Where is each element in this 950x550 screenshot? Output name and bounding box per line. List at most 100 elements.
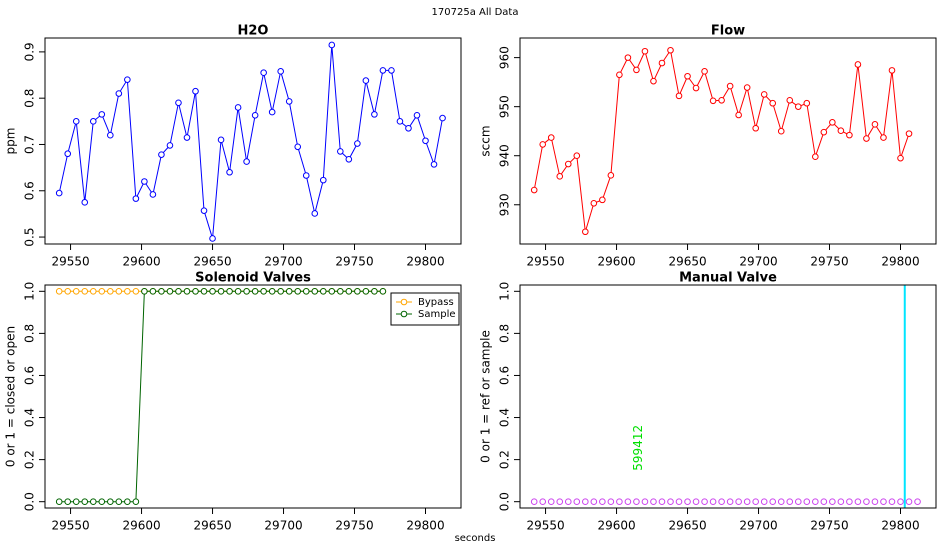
data-point [829,119,836,126]
plot-frame [44,37,462,245]
data-point [812,153,819,160]
data-point [905,130,913,137]
data-point [760,498,768,505]
data-point [863,135,870,142]
data-point [98,498,106,505]
x-tick-label: 29550 [51,519,89,533]
x-tick-label: 29650 [193,519,231,533]
x-tick-label: 29600 [597,519,635,533]
data-point [362,288,370,295]
data-point [650,77,657,85]
data-point [633,498,640,505]
data-point [786,96,794,104]
data-point [302,172,310,179]
x-tick-label: 29650 [668,519,706,533]
data-point [115,90,123,97]
data-point [89,118,97,125]
data-point [64,288,72,295]
x-tick-label: 29550 [526,255,564,269]
x-tick-label: 29800 [406,519,444,533]
data-point [607,498,615,505]
plot-area [530,285,921,508]
y-tick-label: 0.6 [498,366,512,385]
data-point [692,498,700,505]
data-point [547,134,555,141]
y-tick-label: 1.0 [498,282,512,301]
plot-area [55,288,387,505]
plot-area [55,41,446,242]
data-point [675,92,683,100]
x-tick-label: 29700 [739,255,777,269]
x-tick-label: 29700 [264,519,302,533]
data-point [124,288,131,295]
data-point [217,136,225,144]
data-point [294,143,302,151]
data-point [319,288,327,295]
data-point [624,498,632,505]
data-point [667,498,674,505]
data-point [530,498,538,505]
data-point [337,148,344,155]
data-point [854,498,862,505]
data-point [209,235,216,242]
data-point [880,134,887,141]
data-point [897,498,904,505]
data-point [914,498,921,505]
data-point [590,199,598,207]
page-title: 170725a All Data [432,7,519,18]
plot-frame [44,284,462,509]
data-point [294,288,302,295]
data-point [777,127,785,135]
y-axis-label: 0 or 1 = ref or sample [479,330,493,463]
data-point [803,498,811,505]
data-point [829,498,836,505]
data-point [556,498,564,505]
data-point [337,288,344,295]
data-point [345,155,353,163]
data-point [735,111,742,119]
data-point [430,161,438,168]
data-point [124,76,131,83]
data-point [115,288,123,295]
x-tick-label: 29800 [406,255,444,269]
x-tick-label: 29750 [335,519,373,533]
data-point [354,288,361,295]
data-point [413,112,421,119]
data-point [132,498,140,505]
data-point [837,498,845,505]
data-point [345,288,353,295]
data-point [132,288,140,295]
data-point [794,498,802,505]
data-point [888,67,896,74]
y-tick-label: 0.0 [498,492,512,511]
y-tick-label: 960 [498,46,512,69]
data-point [243,158,250,165]
y-tick-label: 950 [498,95,512,118]
data-point [590,498,598,505]
data-point [820,498,828,505]
panel-title: Flow [711,24,745,39]
data-point [268,288,276,295]
data-point [599,196,606,204]
y-tick-label: 940 [498,144,512,167]
x-axis-label: seconds [455,533,496,544]
data-point [547,498,555,505]
data-point [769,99,777,107]
data-point [846,498,853,505]
y-tick-label: 0.2 [23,450,37,469]
data-point [658,498,666,505]
data-point [379,288,387,295]
data-point [268,108,276,116]
data-point [854,61,862,68]
series-line [58,44,444,239]
x-tick-label: 29600 [122,255,160,269]
y-axis-label: 0 or 1 = closed or open [4,326,18,467]
x-tick-label: 29550 [526,519,564,533]
data-point [530,186,538,194]
data-point [328,41,336,49]
data-point [539,141,547,148]
x-tick-label: 29650 [193,255,231,269]
data-point [234,104,242,111]
